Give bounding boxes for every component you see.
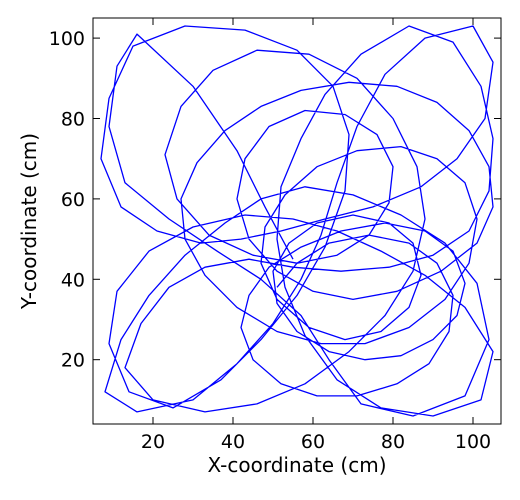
x-tick-labels: 20 40 60 80 100	[141, 431, 491, 453]
plot-frame	[92, 17, 502, 425]
x-tick-label: 20	[141, 431, 165, 453]
y-axis-label: Y-coordinate (cm)	[17, 133, 41, 310]
y-tick-label: 80	[61, 108, 85, 130]
y-tick-labels: 20 40 60 80 100	[49, 28, 85, 372]
y-tick-label: 40	[61, 269, 85, 291]
y-tick-label: 100	[49, 28, 85, 50]
axis-ticks	[93, 18, 501, 424]
x-tick-label: 100	[455, 431, 491, 453]
y-tick-label: 20	[61, 350, 85, 372]
x-tick-label: 40	[221, 431, 245, 453]
x-tick-label: 80	[381, 431, 405, 453]
x-tick-label: 60	[301, 431, 325, 453]
x-axis-label: X-coordinate (cm)	[207, 453, 386, 477]
trajectory-line	[100, 25, 494, 417]
plot-data-layer	[100, 25, 494, 417]
y-tick-label: 60	[61, 189, 85, 211]
